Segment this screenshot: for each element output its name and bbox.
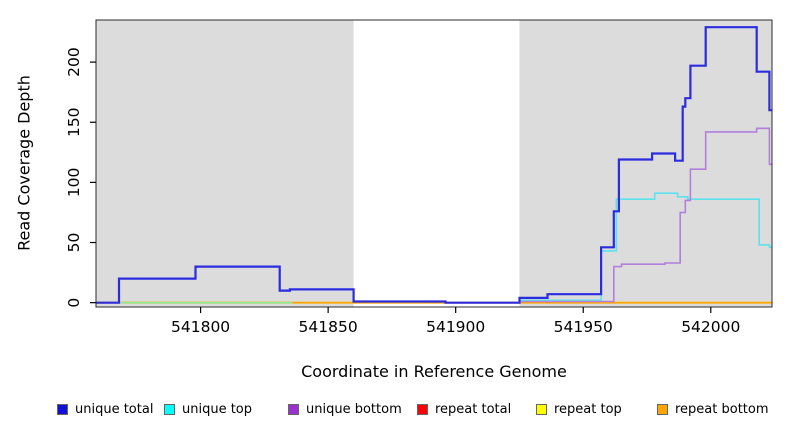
legend-label: unique bottom bbox=[306, 401, 402, 417]
legend-label: unique total bbox=[75, 401, 154, 417]
series-line-unique-top bbox=[519, 192, 772, 302]
legend-swatch-unique-total bbox=[57, 403, 68, 415]
legend: unique total unique top unique bottom repea… bbox=[0, 400, 792, 424]
y-axis-title: Read Coverage Depth bbox=[14, 75, 34, 251]
legend-item-unique-total: unique total bbox=[57, 400, 153, 418]
legend-item-unique-bottom: unique bottom bbox=[288, 400, 402, 418]
y-tick-label: 200 bbox=[65, 47, 83, 77]
y-tick-label: 50 bbox=[65, 233, 83, 253]
legend-label: repeat top bbox=[554, 401, 622, 417]
legend-swatch-repeat-total bbox=[417, 403, 428, 415]
legend-item-repeat-bottom: repeat bottom bbox=[657, 400, 769, 418]
legend-label: repeat bottom bbox=[675, 401, 769, 417]
masked-region-right bbox=[519, 20, 772, 307]
legend-item-unique-top: unique top bbox=[164, 400, 252, 418]
plot-border bbox=[95, 19, 773, 308]
legend-item-repeat-total: repeat total bbox=[417, 400, 511, 418]
x-tick-label: 541900 bbox=[426, 318, 485, 336]
series-line-unique-total bbox=[96, 26, 772, 304]
x-tick-label: 541800 bbox=[171, 318, 230, 336]
y-tick-label: 100 bbox=[65, 168, 83, 198]
masked-region-left bbox=[96, 20, 354, 307]
legend-swatch-repeat-top bbox=[536, 403, 547, 415]
x-tick-label: 542000 bbox=[681, 318, 740, 336]
x-tick-label: 541950 bbox=[554, 318, 613, 336]
y-tick-label: 150 bbox=[65, 107, 83, 137]
legend-label: unique top bbox=[182, 401, 253, 417]
legend-swatch-unique-top bbox=[164, 403, 175, 415]
x-tick-label: 541850 bbox=[299, 318, 358, 336]
legend-label: repeat total bbox=[435, 401, 512, 417]
y-tick-label: 0 bbox=[65, 298, 83, 308]
legend-item-repeat-top: repeat top bbox=[536, 400, 622, 418]
x-axis-title: Coordinate in Reference Genome bbox=[301, 362, 567, 381]
series-line-unique-bottom bbox=[519, 127, 772, 303]
legend-swatch-repeat-bottom bbox=[657, 403, 668, 415]
legend-swatch-unique-bottom bbox=[288, 403, 299, 415]
